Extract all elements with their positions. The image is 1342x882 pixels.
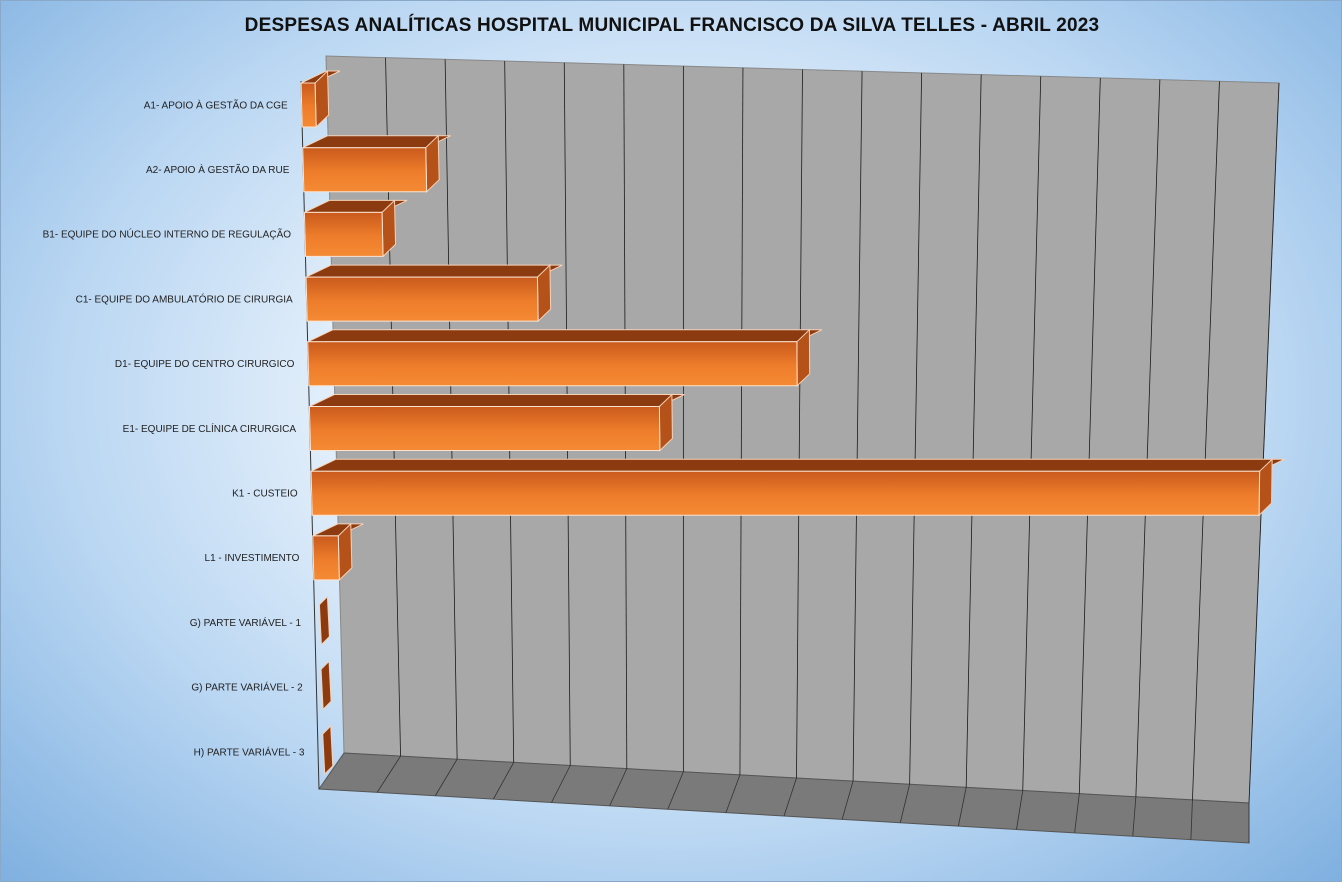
category-label: D1- EQUIPE DO CENTRO CIRURGICO xyxy=(115,359,295,370)
category-label: A1- APOIO À GESTÃO DA CGE xyxy=(144,98,288,111)
category-label: E1- EQUIPE DE CLÍNICA CIRURGICA xyxy=(123,422,297,435)
bar xyxy=(307,341,798,387)
bar xyxy=(303,211,384,257)
chart-title: DESPESAS ANALÍTICAS HOSPITAL MUNICIPAL F… xyxy=(244,15,1100,36)
bar xyxy=(302,147,428,193)
bar-top xyxy=(310,458,1285,472)
category-label: K1 - CUSTEIO xyxy=(232,488,298,499)
floor-grid-line xyxy=(725,774,741,813)
category-label: A2- APOIO À GESTÃO DA RUE xyxy=(146,163,290,176)
bar xyxy=(318,595,330,646)
floor-grid-line xyxy=(841,781,854,820)
category-label: G) PARTE VARIÁVEL - 1 xyxy=(190,616,302,629)
floor-grid-line xyxy=(783,777,797,817)
grid-line xyxy=(1248,82,1280,804)
floor-grid-line xyxy=(1074,793,1080,833)
bar xyxy=(308,406,661,451)
category-label: H) PARTE VARIÁVEL - 3 xyxy=(194,745,305,758)
grid-line xyxy=(796,69,803,779)
floor-grid-line xyxy=(1190,799,1193,840)
category-label: B1- EQUIPE DO NÚCLEO INTERNO DE REGULAÇÃ… xyxy=(43,228,292,241)
floor-grid-line xyxy=(1016,790,1024,830)
bar-top xyxy=(305,264,563,278)
back-wall xyxy=(300,55,1280,844)
bar xyxy=(322,724,334,776)
floor-grid-line xyxy=(376,755,401,793)
category-label: G) PARTE VARIÁVEL - 2 xyxy=(191,681,303,694)
floor-grid-line xyxy=(957,787,967,827)
bar xyxy=(305,276,539,322)
bars xyxy=(300,69,1285,776)
bar xyxy=(310,470,1261,516)
grid-line xyxy=(965,74,982,788)
category-labels: A1- APOIO À GESTÃO DA CGE A2- APOIO À GES… xyxy=(43,98,305,758)
category-label: L1 - INVESTIMENTO xyxy=(205,553,300,564)
bar-top xyxy=(307,329,823,343)
floor-grid-line xyxy=(1132,796,1137,837)
floor-grid-line xyxy=(493,762,515,800)
floor-grid-line xyxy=(551,765,571,803)
grid-line xyxy=(1192,81,1220,800)
floor-grid-line xyxy=(434,759,458,796)
floor-grid-line xyxy=(899,784,911,823)
grid-line xyxy=(1135,79,1161,797)
bar xyxy=(300,82,317,128)
floor-grid-line xyxy=(609,768,628,807)
grid-line xyxy=(739,67,744,775)
bar xyxy=(320,660,332,711)
grid-line xyxy=(909,72,923,785)
category-label: C1- EQUIPE DO AMBULATÓRIO DE CIRURGIA xyxy=(76,292,293,305)
grid-line xyxy=(852,71,863,782)
bar-top xyxy=(309,394,685,407)
bar xyxy=(312,535,340,581)
grid-line xyxy=(1078,77,1101,794)
floor-grid-line xyxy=(667,771,684,810)
grid-line xyxy=(1022,76,1042,791)
